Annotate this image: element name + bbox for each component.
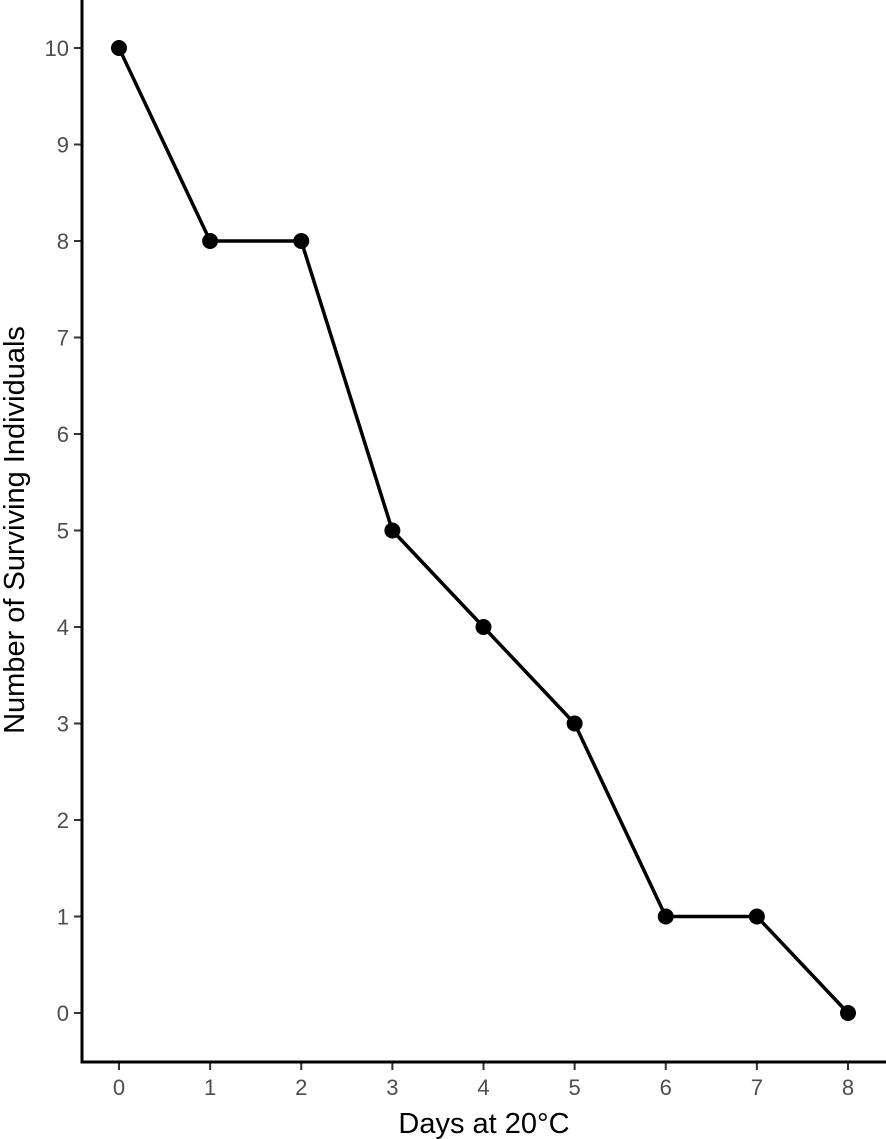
y-tick-label: 0: [57, 1001, 69, 1026]
x-tick-label: 2: [295, 1075, 307, 1100]
y-tick-label: 10: [45, 36, 69, 61]
y-tick-label: 5: [57, 519, 69, 544]
ticks-layer: 0 1 2 3 4 5 6 7 8 9 10 0 1 2 3 4 5 6 7 8: [45, 36, 855, 1100]
data-point: [475, 619, 492, 635]
y-tick-label: 9: [57, 133, 69, 158]
data-point: [748, 908, 765, 925]
data-point: [111, 40, 127, 56]
x-tick-label: 1: [204, 1075, 216, 1100]
y-tick-label: 2: [57, 808, 69, 833]
y-tick-label: 1: [57, 905, 69, 930]
y-tick-label: 4: [57, 615, 69, 640]
x-tick-label: 8: [842, 1075, 854, 1100]
x-tick-label: 5: [569, 1075, 581, 1100]
y-tick-label: 7: [57, 326, 69, 351]
x-tick-label: 0: [113, 1075, 125, 1100]
y-tick-label: 6: [57, 422, 69, 447]
x-tick-label: 3: [386, 1075, 398, 1100]
series-line: [117, 47, 850, 1015]
x-tick-label: 4: [477, 1075, 489, 1100]
axes-layer: [80, 0, 886, 1064]
y-tick-label: 8: [57, 229, 69, 254]
data-point: [566, 715, 583, 732]
data-point: [384, 522, 401, 539]
data-point: [840, 1005, 856, 1021]
x-tick-label: 7: [751, 1075, 763, 1100]
y-axis-title: Number of Surviving Individuals: [0, 326, 31, 734]
data-point: [293, 233, 310, 249]
data-point: [657, 908, 674, 925]
x-tick-label: 6: [660, 1075, 672, 1100]
data-point: [202, 233, 219, 249]
x-axis-title: Days at 20°C: [398, 1108, 569, 1139]
y-tick-label: 3: [57, 712, 69, 737]
series-layer: [111, 40, 856, 1021]
